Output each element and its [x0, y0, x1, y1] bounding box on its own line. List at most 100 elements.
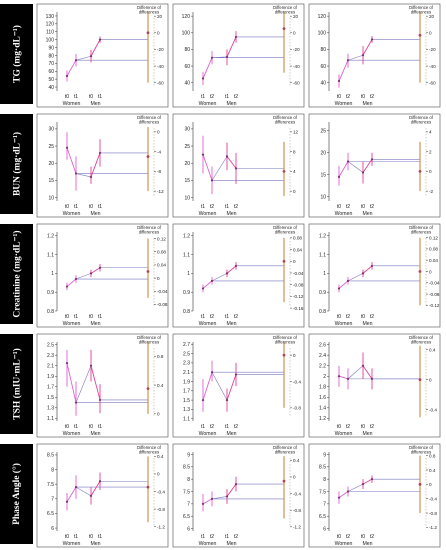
- men-mean-point: [89, 55, 93, 58]
- diff-estimate-point: [282, 479, 286, 483]
- panel: 1.1 1.3 1.5 1.7 1.9 2.1 2.3 2.5 2.7 0 -0.4 -0.8 Diff…: [172, 333, 305, 438]
- diff-tick-label: -20: [293, 47, 300, 52]
- diff-tick-label: -0.16: [293, 306, 304, 311]
- x-time-label: t2: [346, 204, 350, 210]
- y-tick-label: 10: [320, 194, 326, 200]
- y-tick-label: 6.5: [47, 511, 54, 517]
- y-tick-label: 2.4: [319, 353, 326, 359]
- panel: 6 6.5 7 7.5 8 8.5 9 0.8 0.4 0 -0.4 -0.8 -1.2 Differen…: [308, 443, 441, 548]
- men-mean-point: [225, 495, 229, 498]
- x-group-label-women: Women: [199, 321, 217, 327]
- men-mean-point: [361, 482, 365, 486]
- women-mean-point: [346, 377, 350, 380]
- y-tick-label: 6.5: [183, 514, 190, 520]
- men-series-line: [226, 265, 237, 274]
- y-tick-label: 1.7: [47, 385, 54, 391]
- x-time-label: t0: [65, 314, 69, 320]
- diff-tick-label: -40: [293, 64, 300, 69]
- diff-title: Difference of: [273, 5, 298, 10]
- diff-tick-label: -8: [157, 169, 162, 174]
- y-tick-label: 1.4: [319, 406, 326, 412]
- diff-tick-label: 0: [293, 31, 296, 36]
- y-tick-label: 6: [323, 526, 326, 532]
- x-time-label: t0: [337, 314, 341, 320]
- x-group-label-men: Men: [362, 211, 372, 217]
- connector-line-cross: [75, 365, 92, 403]
- men-mean-point: [370, 264, 374, 267]
- y-tick-label: 2.5: [47, 342, 54, 348]
- panel-frame: [308, 333, 441, 438]
- diff-tick-label: 2: [429, 149, 432, 154]
- x-time-label: t2: [370, 94, 374, 100]
- y-tick-label: 1.5: [183, 398, 190, 404]
- women-series-line: [66, 486, 77, 502]
- connector-line-cross: [75, 55, 92, 61]
- diff-tick-label: 0: [157, 412, 160, 417]
- row-label-phase-angle: Phase Angle (°): [0, 444, 33, 544]
- y-tick-label: 20: [320, 151, 326, 157]
- x-time-label: t2: [346, 534, 350, 540]
- panel-frame: [36, 443, 169, 548]
- x-time-label: t0: [361, 314, 365, 320]
- y-tick-label: 60: [320, 64, 326, 70]
- diff-tick-label: 0: [293, 259, 296, 264]
- y-tick-label: 15: [320, 172, 326, 178]
- x-group-label-men: Men: [226, 321, 236, 327]
- y-tick-label: 6: [51, 526, 54, 532]
- panel: 0.8 0.9 1 1.1 1.2 0.12 0.08 0.04 0 -0.04 -0.08 -0.1…: [308, 223, 441, 328]
- x-group-label-men: Men: [362, 101, 372, 107]
- diff-title: Difference of: [409, 335, 434, 340]
- x-time-label: t2: [346, 94, 350, 100]
- connector-line-cross: [211, 56, 228, 59]
- y-tick-label: 20: [184, 161, 190, 167]
- diff-title-line2: differences: [139, 10, 159, 15]
- x-time-label: t0: [65, 534, 69, 540]
- y-tick-label: 8.5: [47, 453, 54, 459]
- x-time-label: t2: [346, 424, 350, 430]
- men-series-line: [362, 39, 373, 56]
- men-mean-point: [98, 151, 102, 155]
- x-group-label-women: Women: [335, 101, 353, 107]
- x-time-label: t2: [234, 314, 238, 320]
- diff-title: Difference of: [137, 445, 162, 450]
- y-tick-label: 80: [184, 47, 190, 53]
- women-series-line: [66, 362, 77, 403]
- y-tick-label: 1.7: [183, 389, 190, 395]
- men-mean-point: [98, 398, 102, 402]
- men-mean-point: [234, 482, 238, 486]
- x-group-label-women: Women: [63, 431, 81, 437]
- men-mean-point: [234, 167, 238, 170]
- men-series-line: [90, 267, 101, 274]
- men-series-line: [226, 36, 237, 58]
- men-series-line: [226, 156, 237, 169]
- y-tick-label: 20: [48, 161, 54, 167]
- men-mean-point: [89, 494, 93, 497]
- women-series-line: [338, 375, 349, 380]
- diff-title-line2: differences: [139, 230, 159, 235]
- diff-tick-label: -1.2: [157, 524, 165, 529]
- diff-title: Difference of: [409, 225, 434, 230]
- connector-line-cross: [347, 273, 364, 282]
- x-time-label: t1: [98, 314, 102, 320]
- connector-line-cross: [211, 273, 228, 282]
- men-mean-point: [98, 38, 102, 41]
- diff-title-line2: differences: [139, 120, 159, 125]
- x-group-label-women: Women: [63, 321, 81, 327]
- diff-estimate-point: [418, 169, 422, 173]
- diff-title-line2: differences: [411, 120, 431, 125]
- women-series-line: [202, 498, 213, 505]
- y-tick-label: 9: [323, 452, 326, 458]
- men-mean-point: [89, 364, 93, 367]
- diff-title-line2: differences: [411, 450, 431, 455]
- diff-estimate-point: [282, 353, 286, 357]
- diff-tick-label: -20: [157, 47, 164, 52]
- y-tick-label: 7: [323, 502, 326, 508]
- y-tick-label: 6.5: [319, 514, 326, 520]
- y-tick-label: 2.3: [47, 353, 54, 359]
- diff-title: Difference of: [137, 5, 162, 10]
- connector-line-cross: [347, 365, 364, 380]
- diff-title-line2: differences: [275, 450, 295, 455]
- diff-estimate-point: [418, 270, 422, 273]
- x-time-label: t2: [234, 204, 238, 210]
- women-mean-point: [201, 77, 205, 80]
